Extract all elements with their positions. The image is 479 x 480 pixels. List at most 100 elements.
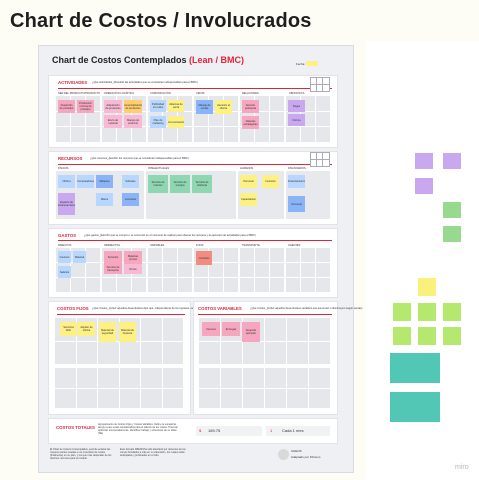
sticky-note[interactable]: Salarios xyxy=(58,266,71,278)
sticky-note[interactable]: Cobros xyxy=(288,114,305,126)
costos-variables-desc: ¿Qué Costos_(Incluir aquellos desembolso… xyxy=(250,307,363,310)
col-header: DIRECTOS xyxy=(58,244,72,247)
date-sticky[interactable] xyxy=(306,61,318,66)
sticky-note[interactable]: Material de limpieza xyxy=(119,322,136,342)
canvas-sticky-note[interactable] xyxy=(443,153,461,169)
sticky-note[interactable]: Personal xyxy=(240,175,257,188)
total-period-field[interactable] xyxy=(266,426,330,436)
sticky-note[interactable]: Servicios Web xyxy=(60,322,77,336)
sticky-note[interactable]: Producción mínima de prototipo xyxy=(77,100,94,113)
sticky-note[interactable]: Segundo ejemplar xyxy=(242,322,260,342)
sticky-note[interactable]: Plan de marketing xyxy=(150,116,166,128)
canvas-sticky-note[interactable] xyxy=(418,303,436,321)
sticky-note[interactable]: Servicio de telefonía xyxy=(192,175,212,193)
total-amount-field[interactable] xyxy=(196,426,262,436)
expense-grid xyxy=(286,248,330,292)
sticky-note[interactable]: Entregas xyxy=(222,322,240,336)
canvas-sticky-note[interactable] xyxy=(415,153,433,169)
col-header: HUMANOS xyxy=(240,167,254,170)
sticky-note[interactable]: Desarrollo de prototipo xyxy=(58,100,75,113)
canvas-sticky-note[interactable] xyxy=(393,327,411,345)
sticky-note[interactable]: Financiamiento xyxy=(288,175,305,188)
footer-brand: CHEOS xyxy=(291,449,302,453)
sticky-note[interactable]: Alquiler de oficina xyxy=(78,322,95,336)
canvas-sticky-note[interactable] xyxy=(443,202,461,218)
miro-watermark: miro xyxy=(455,464,469,471)
gastos-desc: ¿Qué gastos_(Escribir qué se compró o se… xyxy=(84,234,256,237)
sticky-note[interactable]: Servicios xyxy=(104,251,122,264)
col-header: TRANSPORTE xyxy=(242,244,260,247)
sticky-note[interactable]: Atención al cliente xyxy=(215,100,232,114)
col-header: FIJOS xyxy=(196,244,204,247)
recursos-divider xyxy=(58,164,332,165)
costos-totales-label: COSTOS TOTALES xyxy=(56,425,95,430)
sticky-note[interactable]: Adquisición de productos xyxy=(104,100,122,113)
sticky-note[interactable]: Inversión xyxy=(262,175,279,188)
sticky-note[interactable]: Licencias xyxy=(122,193,139,206)
sticky-note[interactable]: Material xyxy=(73,251,86,263)
recursos-desc: ¿Qué recursos_(Escribir los recursos que… xyxy=(90,157,189,160)
sticky-note[interactable]: Capacitación xyxy=(240,193,257,206)
sticky-note[interactable]: Servicio de internet xyxy=(148,175,168,193)
sticky-note[interactable]: Materias primas xyxy=(124,251,142,264)
canvas-sticky-note[interactable] xyxy=(390,353,440,383)
col-header: VARIABLES xyxy=(150,244,165,247)
footer-note-left: El Chart de Costos Contemplados, permite… xyxy=(50,448,112,460)
sticky-note[interactable]: Envío de material xyxy=(104,115,122,128)
sticky-note[interactable]: Software xyxy=(122,175,139,188)
sticky-note[interactable]: Espacio de almacenamiento xyxy=(58,193,75,215)
variable-cost-grid xyxy=(199,368,330,408)
board-title-accent: (Lean / BMC) xyxy=(189,55,245,65)
sticky-note[interactable]: Alianzas de venta xyxy=(168,100,184,112)
sticky-note[interactable]: Insumos xyxy=(202,322,220,336)
canvas-sticky-note[interactable] xyxy=(415,178,433,194)
sticky-note[interactable]: Manejo de producto xyxy=(124,115,142,128)
table-icon xyxy=(310,77,330,92)
sticky-note[interactable]: Computadoras xyxy=(77,175,94,188)
sticky-note[interactable]: Servicio postventa xyxy=(242,100,259,113)
sticky-note[interactable]: Comercialización de productos xyxy=(124,100,142,113)
col-header: INTELECTUALES xyxy=(148,167,170,170)
sticky-note[interactable]: Servicio de energía xyxy=(170,175,190,193)
canvas-sticky-note[interactable] xyxy=(390,392,440,422)
sticky-note[interactable]: Pagos xyxy=(288,100,305,112)
col-header: FINANCIEROS xyxy=(288,167,306,170)
actividades-desc: ¿Qué actividades_(Resultar las actividad… xyxy=(92,81,198,84)
actividades-divider xyxy=(58,88,332,89)
canvas-sticky-note[interactable] xyxy=(443,303,461,321)
col-header: SER DEL PRODUCTO/PRODUCTO xyxy=(58,92,101,95)
sticky-note[interactable]: Oficina xyxy=(58,175,75,188)
canvas-sticky-note[interactable] xyxy=(418,327,436,345)
sticky-note[interactable]: Comisión xyxy=(196,251,212,265)
costos-totales-desc: Agrupamiento de Costos Fijos y Costos Va… xyxy=(98,423,178,435)
col-header: INDIRECTOS xyxy=(104,244,120,247)
canvas-sticky-note[interactable] xyxy=(443,327,461,345)
currency-symbol: $ xyxy=(199,428,202,433)
period-label: Cada 1 mes xyxy=(282,428,304,433)
page-title: Chart de Costos / Involucrados xyxy=(10,10,312,32)
col-header: ABONOS/CA xyxy=(289,92,305,95)
costos-fijos-label: COSTOS FIJOS xyxy=(57,306,89,311)
costos-variables-divider xyxy=(198,314,332,315)
gastos-label: GASTOS xyxy=(58,233,77,238)
sticky-note[interactable]: Manejo de ventas xyxy=(196,100,213,114)
costos-fijos-desc: ¿Qué Costos_(Incluir aquellos desembolso… xyxy=(92,307,208,310)
sticky-note[interactable]: Máquina xyxy=(96,175,113,188)
canvas-sticky-note[interactable] xyxy=(418,278,436,296)
sticky-note[interactable]: Insumos xyxy=(58,251,71,263)
expense-grid xyxy=(240,248,284,292)
sticky-note[interactable]: Material de seguridad xyxy=(99,322,116,342)
footer-note-mid: Este formato ABENO/ha sido diseñado por … xyxy=(120,448,186,457)
sticky-note[interactable]: Personal xyxy=(288,196,305,212)
sticky-note[interactable]: Alianzas estratégicas xyxy=(242,116,259,129)
recursos-label: RECURSOS xyxy=(58,156,83,161)
gastos-divider xyxy=(58,240,332,241)
footer-credit: Adaptado por FICsem xyxy=(291,455,321,459)
sticky-note[interactable]: Renta xyxy=(124,264,142,274)
sticky-note[interactable]: Publicidad en redes xyxy=(150,100,166,112)
sticky-note[interactable]: Marca xyxy=(96,193,113,206)
canvas-sticky-note[interactable] xyxy=(393,303,411,321)
sticky-note[interactable]: Comunicación xyxy=(168,116,184,128)
sticky-note[interactable]: Servicio de transporte xyxy=(104,264,122,274)
canvas-sticky-note[interactable] xyxy=(443,226,461,242)
